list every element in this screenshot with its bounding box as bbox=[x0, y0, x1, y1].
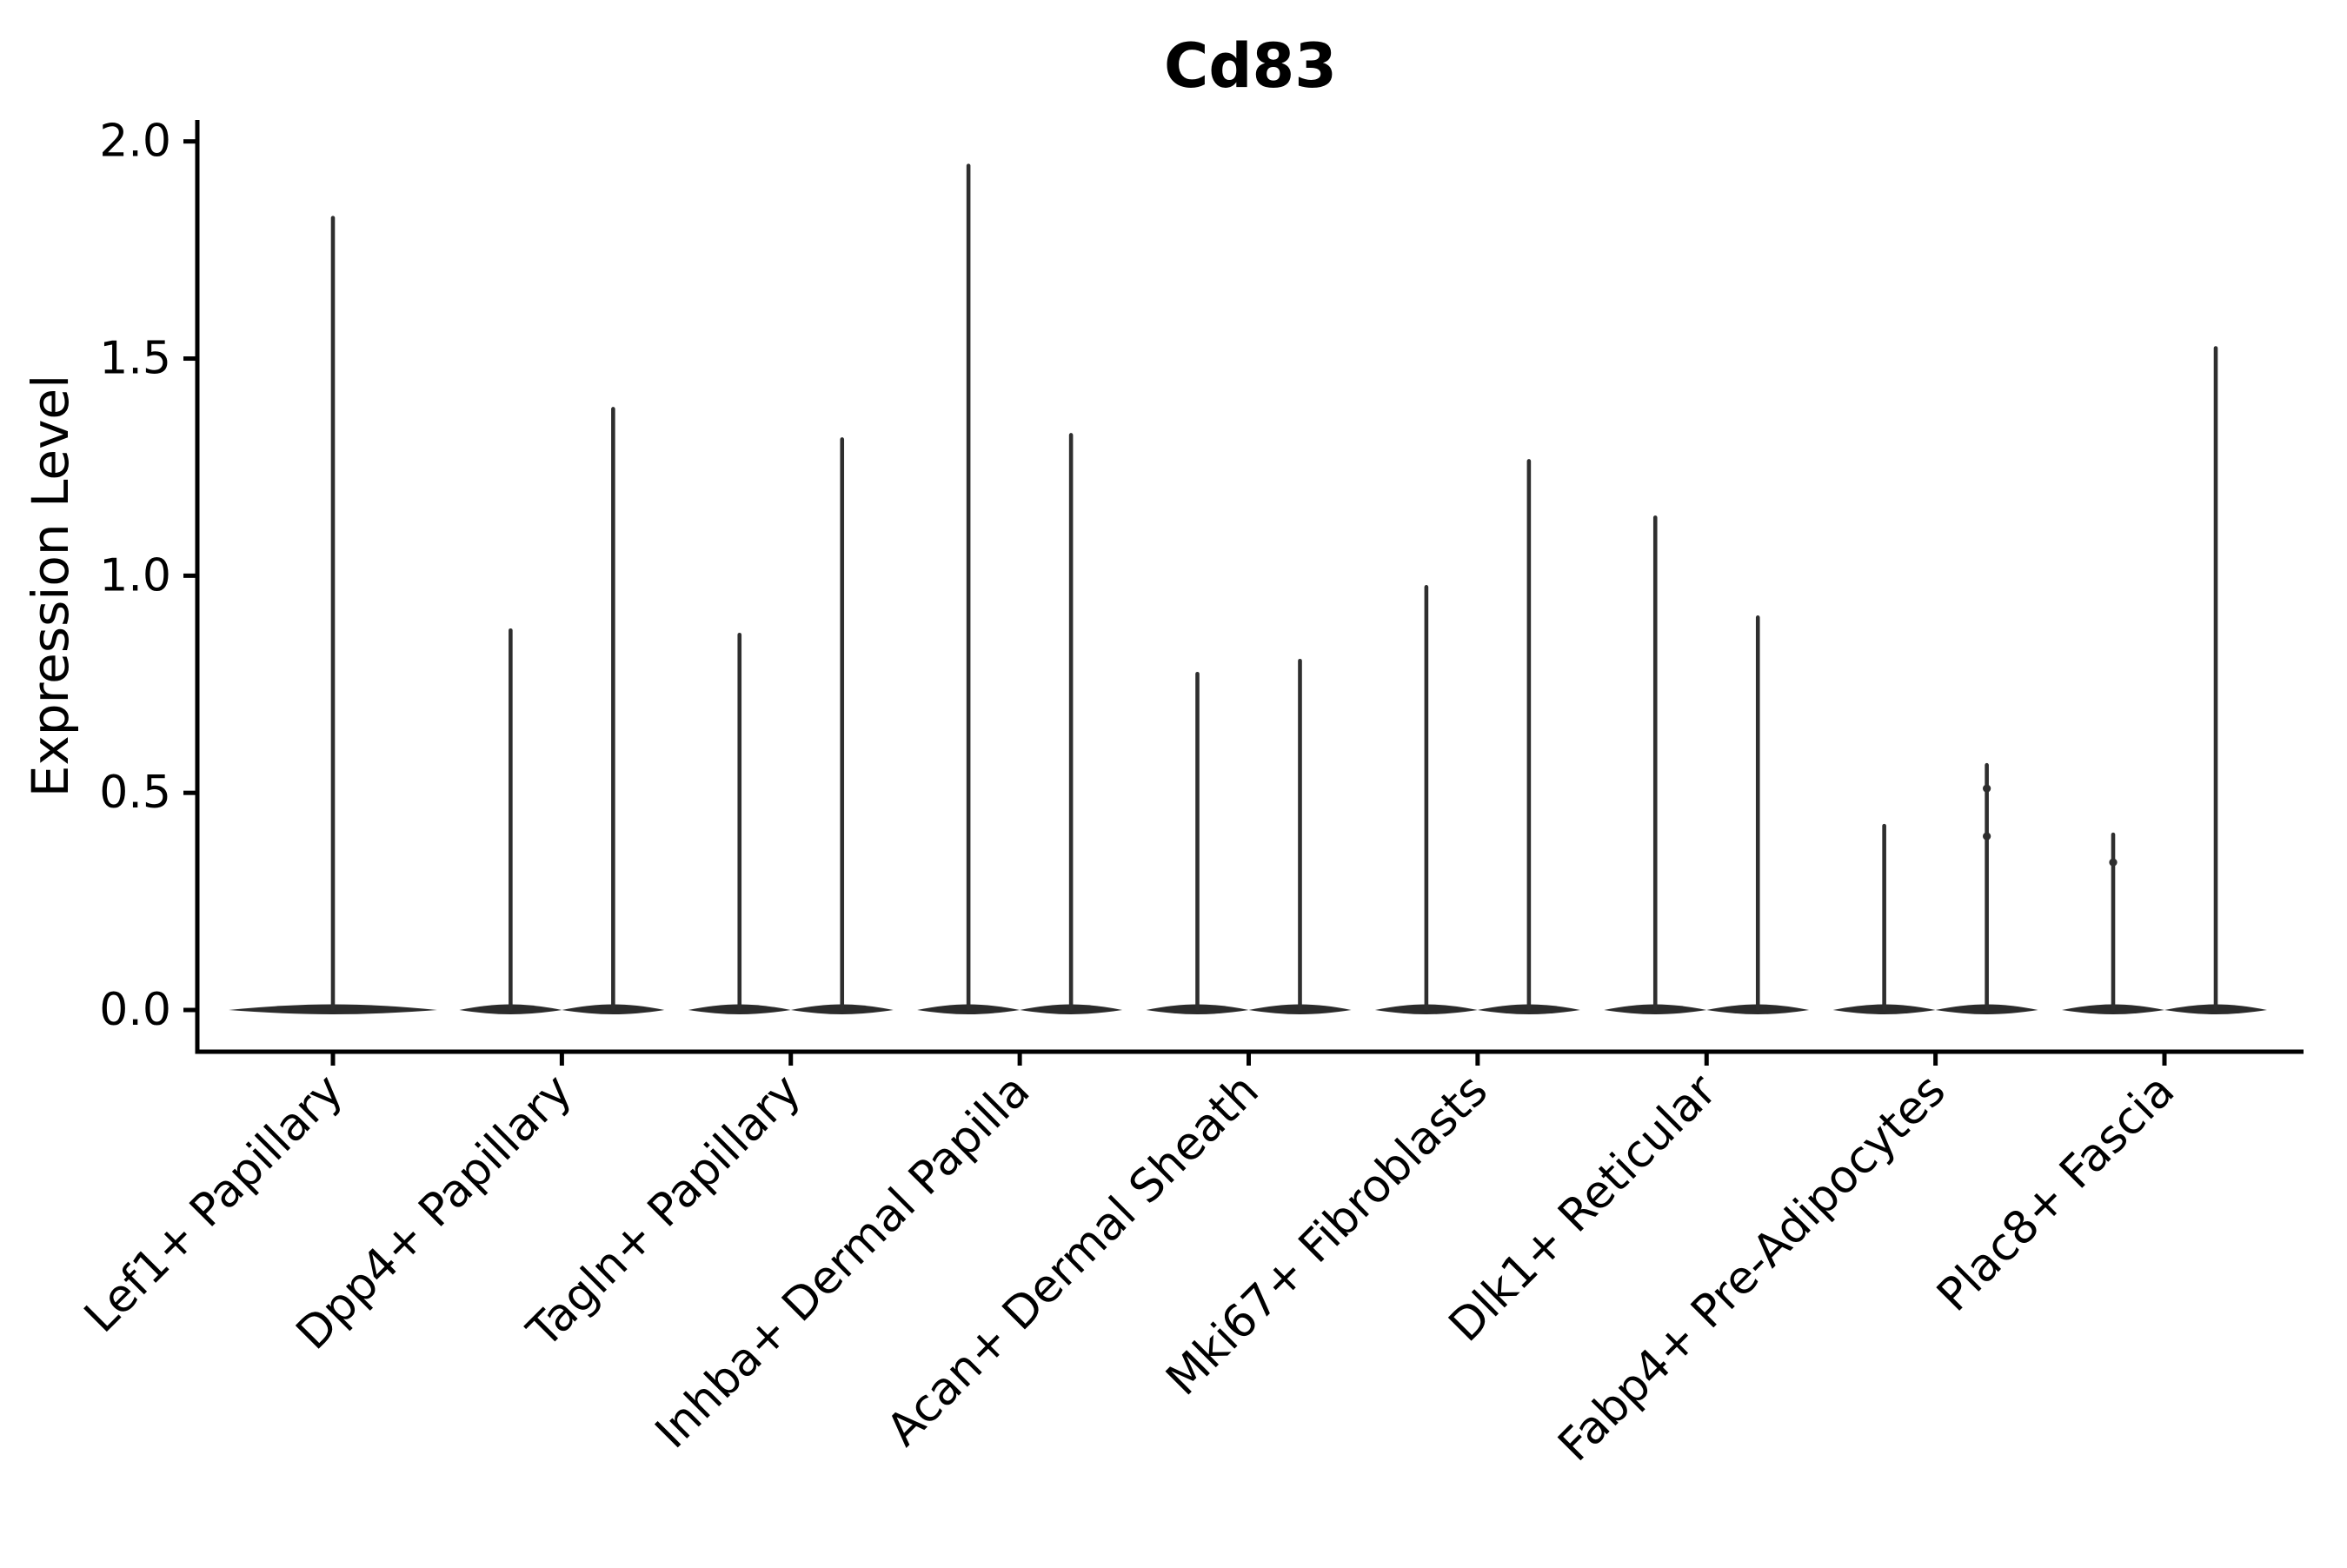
x-tick-label: Plac8+ Fascia bbox=[1927, 1065, 2184, 1322]
violin-category bbox=[917, 163, 1123, 1014]
violin-density-knot bbox=[1983, 784, 1991, 793]
violin-category bbox=[688, 437, 894, 1014]
violin-category bbox=[229, 216, 437, 1014]
y-tick-label: 0.0 bbox=[99, 984, 171, 1036]
violins-layer bbox=[229, 163, 2267, 1014]
y-tick-label: 0.5 bbox=[99, 767, 171, 819]
y-tick-label: 1.0 bbox=[99, 549, 171, 601]
chart-title: Cd83 bbox=[1164, 30, 1337, 102]
violin-density-knot bbox=[1983, 832, 1991, 840]
x-tick-label: Fabp4+ Pre-Adipocytes bbox=[1549, 1065, 1956, 1472]
x-tick-label: Acan+ Dermal Sheath bbox=[877, 1065, 1269, 1457]
violin-category bbox=[2062, 346, 2267, 1014]
violin-category bbox=[1374, 459, 1580, 1014]
y-axis-label: Expression Level bbox=[21, 375, 80, 797]
violin-category bbox=[1832, 762, 2038, 1014]
y-tick-label: 2.0 bbox=[99, 116, 171, 168]
violin-category bbox=[1146, 658, 1352, 1014]
violin-category bbox=[459, 407, 665, 1014]
y-tick-label: 1.5 bbox=[99, 333, 171, 385]
violin-density-knot bbox=[2109, 858, 2118, 867]
violin-category bbox=[1604, 515, 1810, 1014]
x-tick-label: Inhba+ Dermal Papilla bbox=[646, 1065, 1040, 1458]
